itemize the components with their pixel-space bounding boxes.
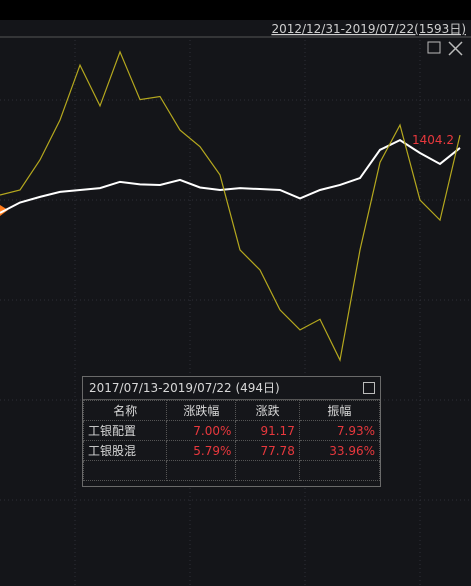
- stat-cell: 91.17: [235, 420, 300, 441]
- empty-row: [82, 460, 381, 481]
- stat-cell: 5.79%: [166, 440, 237, 461]
- fund-name: 工银股混: [82, 440, 168, 461]
- stat-cell: 33.96%: [298, 440, 381, 461]
- price-label: 1404.2: [412, 133, 454, 147]
- series-line: [0, 50, 461, 362]
- empty-cell: [166, 460, 237, 481]
- close-icon[interactable]: [448, 41, 463, 56]
- data-row: 工银股混 5.79% 77.78 33.96%: [82, 440, 381, 461]
- popup-title-text: 2017/07/13-2019/07/22 (494日): [89, 381, 280, 395]
- empty-cell: [235, 460, 300, 481]
- empty-cell: [298, 460, 381, 481]
- grid: [0, 40, 471, 586]
- maximize-icon[interactable]: [427, 41, 441, 54]
- column-header: 名称: [82, 400, 168, 421]
- fund-name: 工银配置: [82, 420, 168, 441]
- header-row: 名称 涨跌幅 涨跌 振幅: [82, 400, 381, 421]
- empty-cell: [82, 460, 168, 481]
- stats-popup: 2017/07/13-2019/07/22 (494日) 名称 涨跌幅 涨跌 振幅 工银…: [82, 376, 381, 487]
- popup-title: 2017/07/13-2019/07/22 (494日): [83, 377, 380, 400]
- stats-table: 名称 涨跌幅 涨跌 振幅 工银配置 7.00% 91.17 7.93% 工银股混 5.79% 77.…: [82, 400, 381, 481]
- column-header: 涨跌幅: [166, 400, 237, 421]
- stat-cell: 7.93%: [298, 420, 381, 441]
- stat-cell: 77.78: [235, 440, 300, 461]
- stat-cell: 7.00%: [166, 420, 237, 441]
- data-row: 工银配置 7.00% 91.17 7.93%: [82, 420, 381, 441]
- column-header: 振幅: [298, 400, 381, 421]
- date-range[interactable]: 2012/12/31-2019/07/22(1593日): [271, 22, 466, 36]
- column-header: 涨跌: [235, 400, 300, 421]
- popup-close[interactable]: [363, 382, 375, 394]
- top-bar: [0, 0, 471, 20]
- series-line: [0, 138, 461, 214]
